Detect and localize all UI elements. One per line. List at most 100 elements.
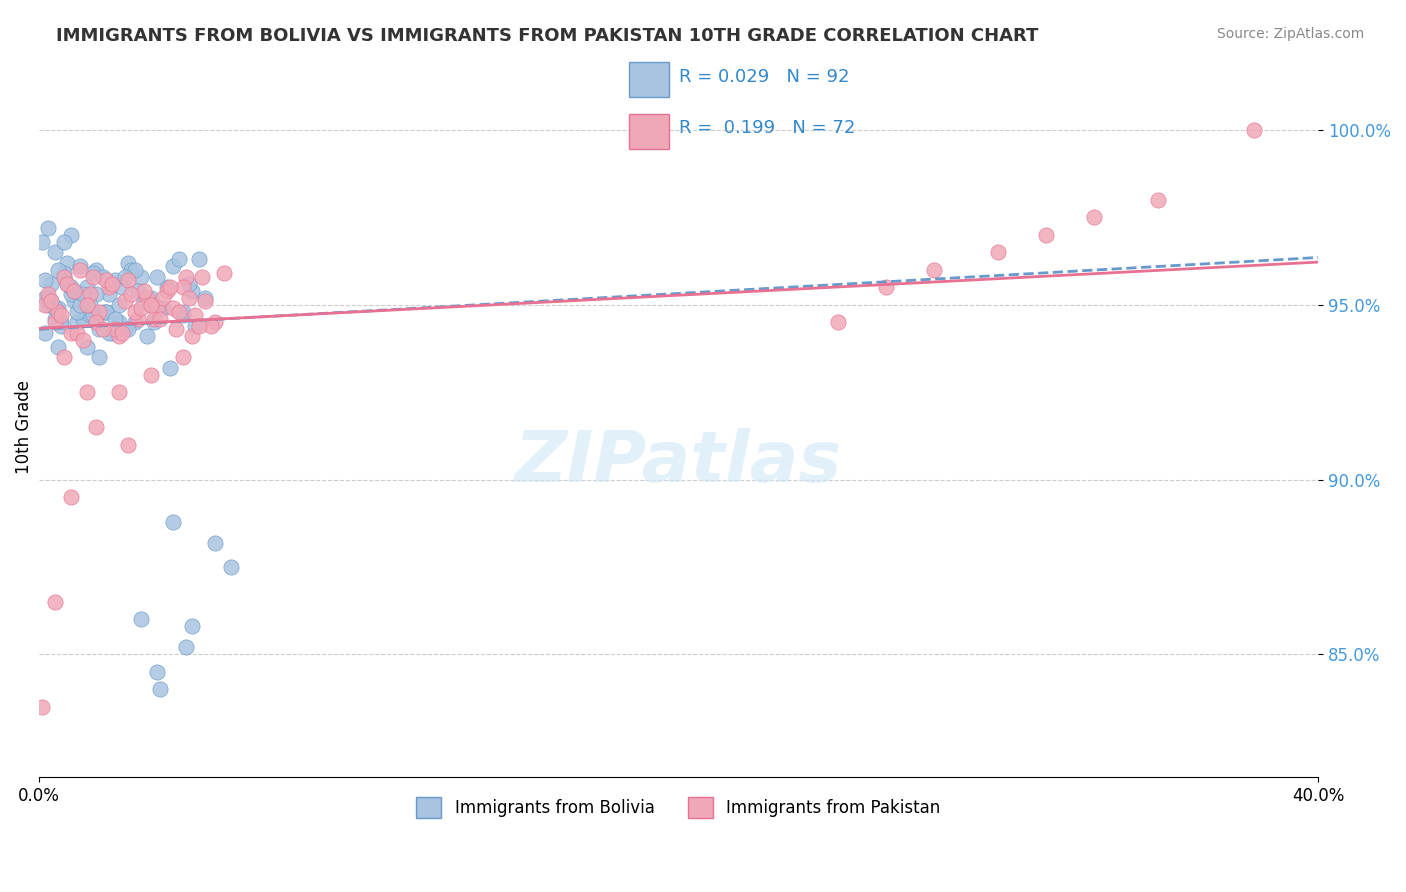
Point xyxy=(124,315,146,329)
Point xyxy=(76,298,98,312)
Point xyxy=(62,284,84,298)
Point xyxy=(84,420,107,434)
Point xyxy=(149,301,172,316)
Point xyxy=(194,291,217,305)
Point xyxy=(162,301,184,316)
Point xyxy=(56,277,79,291)
Point xyxy=(49,315,72,329)
Point xyxy=(159,360,181,375)
Point xyxy=(94,304,117,318)
Point xyxy=(169,304,191,318)
Point xyxy=(120,262,142,277)
Point xyxy=(31,235,53,249)
Point xyxy=(134,284,156,298)
Point xyxy=(924,262,946,277)
Point xyxy=(136,329,159,343)
Point xyxy=(162,515,184,529)
Point xyxy=(172,350,194,364)
Point xyxy=(190,269,212,284)
Point xyxy=(53,266,76,280)
Point xyxy=(59,326,82,340)
Point xyxy=(127,311,149,326)
Point xyxy=(146,269,169,284)
Point xyxy=(101,277,124,291)
Point xyxy=(101,326,124,340)
Point xyxy=(114,322,136,336)
Point xyxy=(1147,193,1170,207)
Point xyxy=(177,277,200,291)
Point xyxy=(139,298,162,312)
Point xyxy=(84,315,107,329)
Point xyxy=(34,291,56,305)
Point xyxy=(97,326,120,340)
Point xyxy=(104,311,127,326)
Point xyxy=(94,304,117,318)
Point xyxy=(129,301,152,316)
Point xyxy=(987,245,1010,260)
Point xyxy=(155,280,177,294)
Text: R = 0.029   N = 92: R = 0.029 N = 92 xyxy=(679,68,849,86)
FancyBboxPatch shape xyxy=(628,62,669,97)
Point xyxy=(89,322,111,336)
Point xyxy=(129,613,152,627)
Point xyxy=(56,277,79,291)
Point xyxy=(104,273,127,287)
Point xyxy=(66,304,89,318)
Point xyxy=(172,304,194,318)
Point xyxy=(37,291,59,305)
Point xyxy=(53,269,76,284)
Point xyxy=(194,294,217,309)
Point xyxy=(146,301,169,316)
Point xyxy=(59,227,82,242)
Point xyxy=(69,298,91,312)
Point xyxy=(84,262,107,277)
Point xyxy=(204,535,226,549)
Point xyxy=(91,304,114,318)
Point xyxy=(169,252,191,267)
Y-axis label: 10th Grade: 10th Grade xyxy=(15,380,32,475)
Point xyxy=(72,311,94,326)
Point xyxy=(124,262,146,277)
Point xyxy=(79,298,101,312)
Point xyxy=(149,682,172,697)
Point xyxy=(82,308,104,322)
Point xyxy=(76,340,98,354)
Point xyxy=(72,287,94,301)
Point xyxy=(152,301,174,316)
Point xyxy=(142,315,165,329)
Point xyxy=(1035,227,1057,242)
Point xyxy=(136,291,159,305)
Point xyxy=(49,318,72,333)
Point xyxy=(1083,211,1105,225)
Point xyxy=(107,385,129,400)
Point xyxy=(82,269,104,284)
Point xyxy=(107,329,129,343)
Point xyxy=(49,308,72,322)
Point xyxy=(37,298,59,312)
Point xyxy=(111,280,134,294)
Point xyxy=(69,260,91,274)
Point xyxy=(41,294,63,309)
Point xyxy=(181,329,204,343)
Point xyxy=(44,245,66,260)
Point xyxy=(114,294,136,309)
Point xyxy=(114,269,136,284)
Point xyxy=(53,269,76,284)
Point xyxy=(44,315,66,329)
Point xyxy=(41,294,63,309)
Point xyxy=(107,315,129,329)
Point xyxy=(76,280,98,294)
Point xyxy=(162,260,184,274)
Point xyxy=(146,665,169,679)
Point xyxy=(94,273,117,287)
Point xyxy=(34,298,56,312)
Point xyxy=(72,333,94,347)
Point xyxy=(184,308,207,322)
Point xyxy=(174,640,197,655)
Text: R =  0.199   N = 72: R = 0.199 N = 72 xyxy=(679,120,856,137)
Point xyxy=(53,235,76,249)
Point xyxy=(181,619,204,633)
Point xyxy=(104,322,127,336)
Point xyxy=(46,262,69,277)
Point xyxy=(187,318,209,333)
